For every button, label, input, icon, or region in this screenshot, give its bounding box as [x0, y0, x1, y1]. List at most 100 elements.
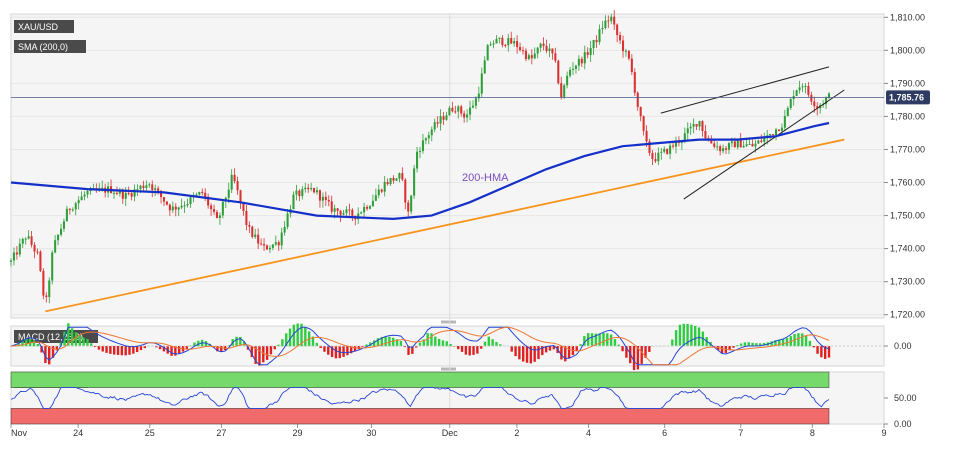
macd-histogram-bar — [204, 341, 208, 347]
candle-body — [810, 94, 813, 102]
candle-body — [745, 144, 748, 146]
candle-body — [160, 190, 163, 198]
wedge-lower-trendline — [683, 89, 845, 200]
candle-body — [80, 196, 83, 201]
x-tick-label: Dec — [442, 428, 459, 438]
candle-body — [563, 85, 566, 97]
candle-body — [421, 140, 424, 152]
macd-histogram-bar — [235, 336, 238, 347]
candle-body — [212, 209, 216, 212]
macd-histogram-bar — [311, 336, 315, 347]
macd-histogram-bar — [674, 330, 678, 347]
macd-histogram-bar — [349, 346, 353, 354]
candle-body — [486, 45, 489, 61]
candle-body — [392, 178, 395, 181]
x-tick-label: 27 — [216, 428, 226, 438]
candle-body — [516, 41, 519, 48]
x-tick-label: 8 — [810, 428, 815, 438]
candle-body — [351, 209, 354, 216]
macd-histogram-bar — [522, 346, 525, 362]
candle-body — [24, 238, 27, 240]
candle-body — [77, 200, 80, 204]
candle-body — [569, 69, 572, 76]
candle-body — [86, 191, 89, 195]
candle-body — [495, 39, 498, 44]
price-tick-label: 1,780.00 — [890, 111, 925, 121]
candle-body — [48, 280, 51, 297]
candle-body — [30, 236, 33, 245]
macd-splitter[interactable] — [441, 320, 456, 324]
macd-histogram-bar — [334, 346, 338, 359]
macd-histogram-bar — [63, 331, 66, 347]
candle-body — [519, 47, 522, 51]
macd-histogram-bar — [640, 346, 643, 364]
macd-histogram-bar — [694, 325, 697, 347]
price-tick-label: 1,740.00 — [890, 244, 925, 254]
candle-body — [586, 52, 589, 55]
price-tick-label: 1,750.00 — [890, 211, 925, 221]
candle-body — [339, 210, 342, 215]
candle-body — [254, 234, 257, 237]
macd-histogram-bar — [617, 344, 620, 347]
candle-body — [195, 194, 198, 197]
candle-body — [295, 190, 298, 195]
candle-body — [816, 106, 819, 109]
candle-body — [215, 211, 219, 219]
candle-body — [666, 148, 669, 154]
macd-histogram-bar — [384, 336, 387, 347]
candle-body — [624, 50, 628, 52]
price-tick-label: 1,800.00 — [890, 45, 925, 55]
macd-histogram-bar — [487, 336, 491, 347]
candle-body — [57, 234, 60, 241]
candle-body — [454, 111, 457, 113]
candle-body — [174, 206, 177, 210]
candle-body — [736, 139, 739, 148]
macd-histogram-bar — [739, 343, 743, 347]
candle-body — [571, 68, 575, 70]
candle-body — [739, 139, 742, 148]
candle-body — [233, 174, 236, 182]
candle-body — [460, 106, 463, 114]
macd-histogram-bar — [288, 328, 292, 347]
macd-histogram-bar — [300, 323, 303, 347]
macd-histogram-bar — [220, 346, 223, 352]
macd-histogram-bar — [36, 344, 39, 347]
candle-body — [189, 197, 192, 205]
macd-histogram-bar — [690, 324, 693, 347]
macd-histogram-bar — [449, 344, 452, 347]
macd-histogram-bar — [468, 346, 471, 356]
rsi-splitter[interactable] — [441, 367, 456, 371]
candle-body — [754, 143, 757, 147]
candle-body — [142, 185, 145, 188]
candle-body — [716, 146, 719, 148]
macd-histogram-bar — [109, 346, 112, 354]
candle-body — [616, 24, 619, 36]
candle-body — [557, 60, 560, 84]
candle-body — [330, 201, 333, 212]
macd-histogram-bar — [21, 340, 24, 347]
candle-body — [713, 143, 716, 147]
candle-body — [12, 252, 15, 261]
candle-body — [118, 190, 121, 194]
candle-body — [533, 53, 536, 59]
macd-histogram-bar — [525, 346, 529, 363]
legend-sma-box — [14, 40, 86, 53]
candle-body — [698, 121, 701, 127]
macd-histogram-bar — [74, 332, 78, 347]
candle-body — [74, 203, 77, 210]
candle-body — [777, 129, 781, 131]
macd-histogram-bar — [143, 346, 146, 349]
candle-body — [801, 86, 804, 88]
macd-histogram-bar — [751, 342, 754, 347]
macd-histogram-bar — [758, 343, 762, 347]
macd-histogram-bar — [51, 346, 55, 358]
macd-histogram-bar — [105, 346, 108, 353]
candle-body — [775, 129, 778, 135]
candle-body — [789, 99, 792, 109]
candle-body — [468, 107, 472, 115]
candle-body — [245, 210, 248, 226]
candle-body — [318, 190, 321, 201]
candle-body — [321, 196, 324, 201]
candle-body — [795, 90, 798, 96]
candle-body — [207, 196, 210, 206]
